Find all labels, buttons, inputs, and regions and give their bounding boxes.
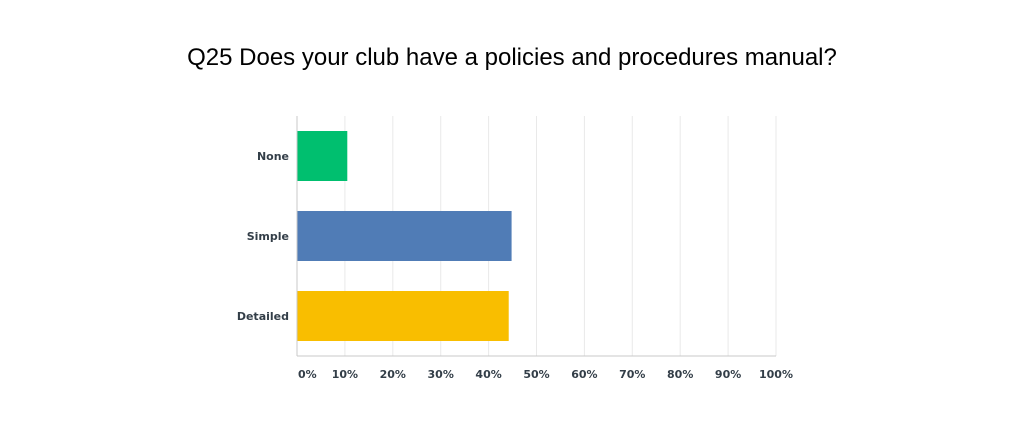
x-tick-label-60: 60% <box>571 368 597 381</box>
category-labels: None Simple Detailed <box>237 150 289 323</box>
x-tick-label-40: 40% <box>475 368 501 381</box>
bars <box>297 131 512 341</box>
category-label-none: None <box>257 150 289 163</box>
x-tick-label-10: 10% <box>332 368 358 381</box>
bar-none <box>297 131 348 181</box>
category-label-simple: Simple <box>247 230 289 243</box>
x-tick-label-70: 70% <box>619 368 645 381</box>
x-tick-label-30: 30% <box>428 368 454 381</box>
x-tick-label-0: 0% <box>298 368 317 381</box>
x-tick-labels: 0% 10% 20% 30% 40% 50% 60% 70% 80% 90% 100% <box>298 368 793 381</box>
x-tick-label-50: 50% <box>523 368 549 381</box>
bar-detailed <box>297 291 509 341</box>
x-tick-label-80: 80% <box>667 368 693 381</box>
x-tick-label-90: 90% <box>715 368 741 381</box>
x-tick-label-100: 100% <box>759 368 793 381</box>
category-label-detailed: Detailed <box>237 310 289 323</box>
x-tick-label-20: 20% <box>380 368 406 381</box>
bar-simple <box>297 211 512 261</box>
chart-title: Q25 Does your club have a policies and p… <box>187 44 837 71</box>
axes <box>296 116 776 357</box>
